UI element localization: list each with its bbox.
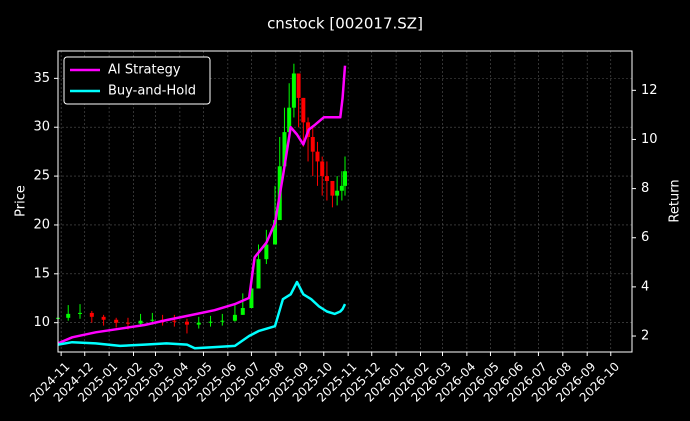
candle-body — [256, 259, 261, 289]
candle-body — [301, 97, 306, 123]
series-line-ai-strategy — [57, 65, 347, 345]
y2-tick-label: 2 — [641, 329, 649, 344]
y-tick-label: 10 — [33, 315, 50, 330]
legend-label-buy-and-hold: Buy-and-Hold — [108, 84, 196, 99]
candle-body — [310, 137, 315, 152]
plot-frame — [57, 50, 633, 353]
legend-box — [63, 56, 211, 105]
candle-body — [196, 322, 201, 325]
candle-body — [101, 316, 106, 320]
candle-body — [264, 244, 269, 260]
candle-body — [220, 320, 225, 322]
candle-body — [232, 314, 237, 321]
candle-body — [273, 220, 278, 245]
candle-body — [138, 320, 143, 324]
candle-body — [89, 312, 94, 317]
y-axis-label: Price — [14, 185, 29, 217]
series-line-buy-and-hold — [57, 280, 347, 350]
candle-body — [287, 107, 292, 133]
y-tick-label: 35 — [33, 71, 50, 86]
y2-tick-label: 10 — [641, 132, 658, 147]
y-tick-label: 15 — [33, 266, 50, 281]
candle-body — [66, 313, 71, 318]
candle-body — [324, 176, 329, 181]
y2-tick-label: 4 — [641, 279, 649, 294]
candle-body — [249, 288, 254, 309]
candle-body — [208, 321, 213, 323]
chart-title: cnstock [002017.SZ] — [267, 15, 423, 33]
candle-body — [343, 171, 347, 186]
y2-axis-label: Return — [668, 179, 683, 222]
candle-body — [240, 308, 245, 315]
y2-tick-label: 8 — [641, 181, 649, 196]
return-lines — [57, 65, 347, 350]
y-tick-label: 20 — [33, 217, 50, 232]
candle-body — [330, 180, 335, 196]
candle-body — [150, 319, 155, 321]
legend: AI Strategy Buy-and-Hold — [63, 56, 211, 105]
candle-body — [296, 73, 301, 98]
candle-body — [291, 73, 296, 108]
candle-body — [339, 185, 344, 191]
candle-body — [184, 321, 189, 325]
y2-tick-label: 12 — [641, 83, 658, 98]
candle-body — [282, 132, 287, 167]
candle-body — [125, 322, 130, 324]
candle-body — [78, 312, 83, 314]
y-tick-label: 25 — [33, 169, 50, 184]
legend-label-ai-strategy: AI Strategy — [108, 63, 181, 78]
y2-tick-label: 6 — [641, 230, 649, 245]
candle-body — [320, 161, 325, 177]
candle-body — [335, 190, 340, 196]
candle-body — [315, 151, 320, 162]
y-tick-label: 30 — [33, 120, 50, 135]
candle-body — [172, 320, 177, 322]
candle-body — [114, 319, 119, 323]
